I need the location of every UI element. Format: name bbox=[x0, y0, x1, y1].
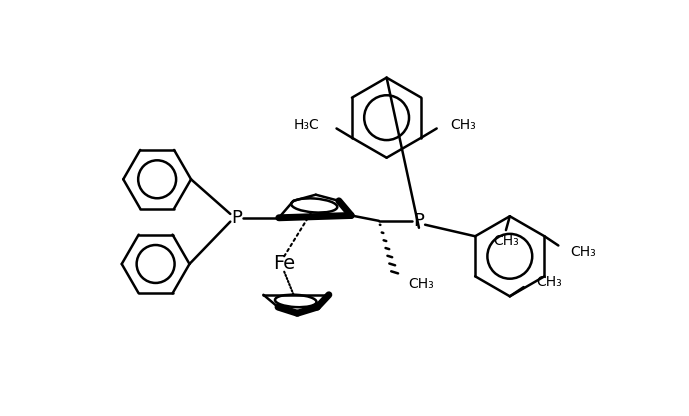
Text: P: P bbox=[413, 212, 424, 230]
Text: CH₃: CH₃ bbox=[536, 275, 562, 290]
Text: CH₃: CH₃ bbox=[570, 245, 597, 259]
Text: CH₃: CH₃ bbox=[451, 119, 476, 132]
Text: P: P bbox=[231, 209, 242, 227]
Text: Fe: Fe bbox=[273, 255, 296, 273]
Text: H₃C: H₃C bbox=[294, 119, 320, 132]
Text: CH₃: CH₃ bbox=[408, 277, 434, 291]
Text: CH₃: CH₃ bbox=[493, 234, 519, 248]
